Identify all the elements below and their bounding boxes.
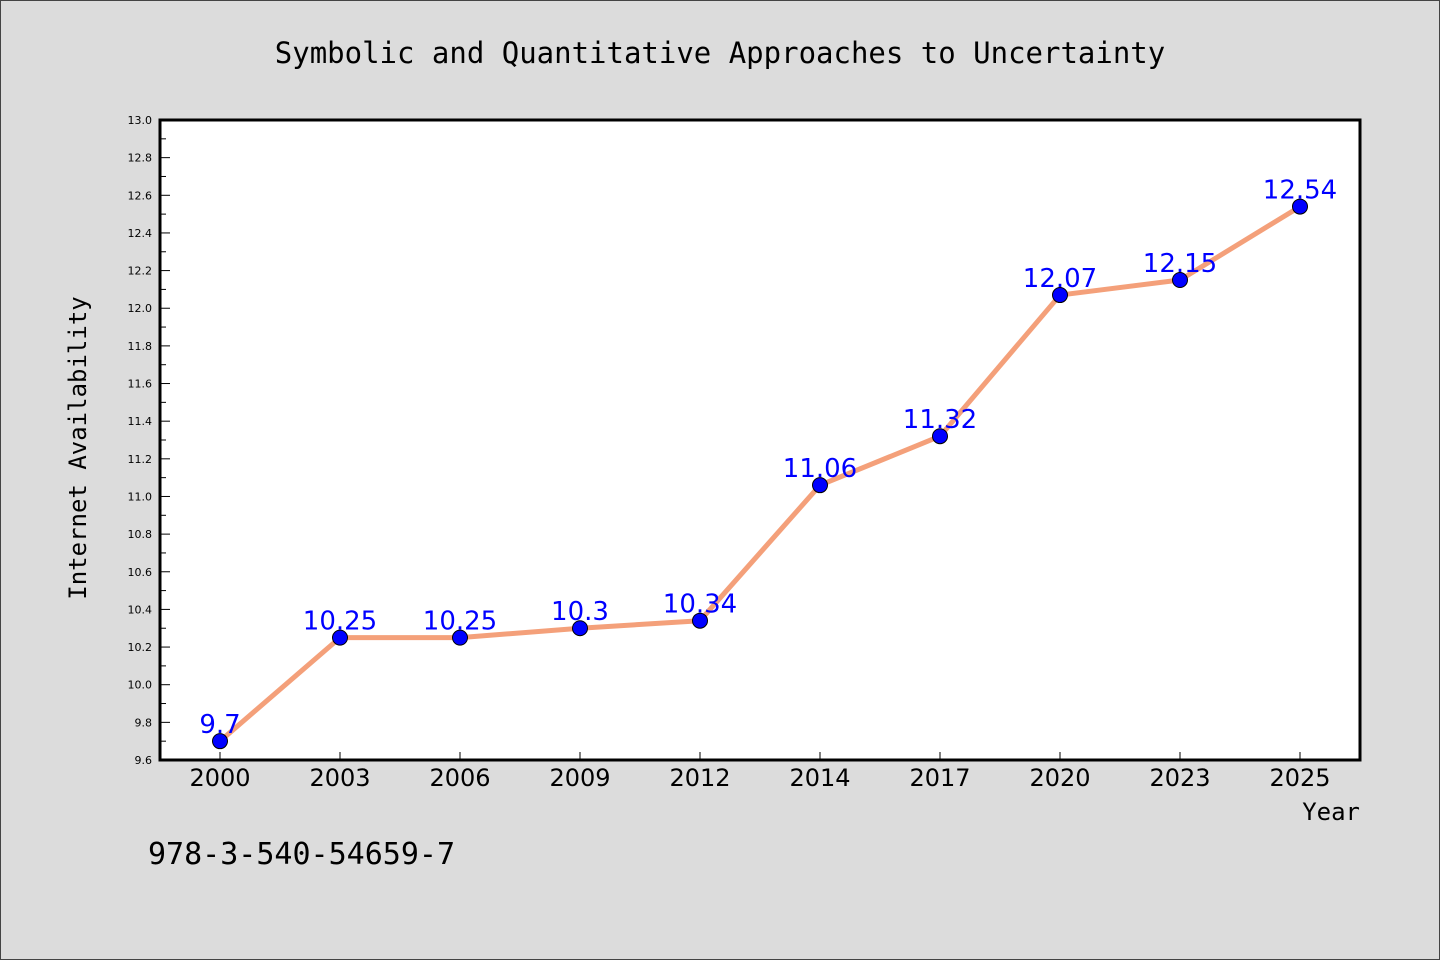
data-point xyxy=(692,612,708,629)
data-point xyxy=(1292,198,1308,215)
x-tick-label: 2014 xyxy=(789,764,850,792)
x-axis-title: Year xyxy=(1302,798,1360,826)
y-tick-label: 10.4 xyxy=(128,603,153,616)
data-point xyxy=(1052,287,1068,304)
y-tick-label: 12.0 xyxy=(128,302,153,315)
x-tick-label: 2003 xyxy=(309,764,370,792)
data-point xyxy=(332,629,348,646)
y-tick-label: 9.8 xyxy=(135,716,153,729)
y-tick-label: 11.0 xyxy=(128,490,153,503)
data-point xyxy=(572,620,588,637)
data-point xyxy=(1172,272,1188,288)
x-tick-label: 2000 xyxy=(189,764,250,792)
y-tick-label: 12.8 xyxy=(128,152,153,165)
chart-title: Symbolic and Quantitative Approaches to … xyxy=(275,36,1165,70)
data-point xyxy=(212,733,228,750)
x-tick-label: 2006 xyxy=(429,764,490,792)
y-tick-label: 12.2 xyxy=(128,265,153,278)
y-tick-label: 12.4 xyxy=(128,227,153,240)
x-axis: 2000 2003 2006 2009 2012 2014 2017 2020 2023 2025 xyxy=(189,752,1331,792)
data-label: 10.25 xyxy=(303,607,377,637)
y-tick-label: 10.2 xyxy=(128,641,153,654)
isbn-text: 978-3-540-54659-7 xyxy=(148,837,455,872)
x-tick-label: 2023 xyxy=(1149,764,1210,792)
data-point xyxy=(452,629,468,646)
data-point xyxy=(812,477,828,494)
data-label: 10.34 xyxy=(663,590,737,620)
x-tick-label: 2009 xyxy=(549,764,610,792)
data-label: 10.25 xyxy=(423,607,497,637)
data-point xyxy=(932,428,948,445)
y-axis: 9.6 9.8 10.0 10.2 10.4 10.6 10.8 11.0 11.2 11.4 11… xyxy=(128,114,170,767)
y-tick-label: 10.0 xyxy=(128,679,153,692)
y-tick-label: 12.6 xyxy=(128,189,153,202)
data-label: 11.32 xyxy=(903,405,977,435)
y-tick-label: 11.4 xyxy=(128,415,153,428)
x-tick-label: 2025 xyxy=(1269,764,1330,792)
data-series: 9.7 10.25 10.25 10.3 10.34 11.06 11.32 12.07 12.… xyxy=(199,176,1337,750)
y-tick-label: 10.8 xyxy=(128,528,153,541)
data-label: 9.7 xyxy=(199,710,240,740)
x-tick-label: 2020 xyxy=(1029,764,1090,792)
data-label: 10.3 xyxy=(551,597,609,627)
data-label: 12.15 xyxy=(1143,249,1217,279)
y-tick-label: 11.2 xyxy=(128,453,153,466)
y-tick-label: 11.6 xyxy=(128,378,153,391)
series-line xyxy=(218,204,1302,744)
y-tick-label: 10.6 xyxy=(128,566,153,579)
y-axis-title: Internet Availability xyxy=(64,296,92,599)
y-tick-label: 9.6 xyxy=(135,754,153,767)
y-tick-label: 11.8 xyxy=(128,340,153,353)
plot-area xyxy=(158,118,1362,762)
x-tick-label: 2012 xyxy=(669,764,730,792)
y-tick-label: 13.0 xyxy=(128,114,153,127)
data-label: 12.07 xyxy=(1023,264,1097,294)
data-label: 11.06 xyxy=(783,454,857,484)
x-tick-label: 2017 xyxy=(909,764,970,792)
data-label: 12.54 xyxy=(1263,176,1337,206)
